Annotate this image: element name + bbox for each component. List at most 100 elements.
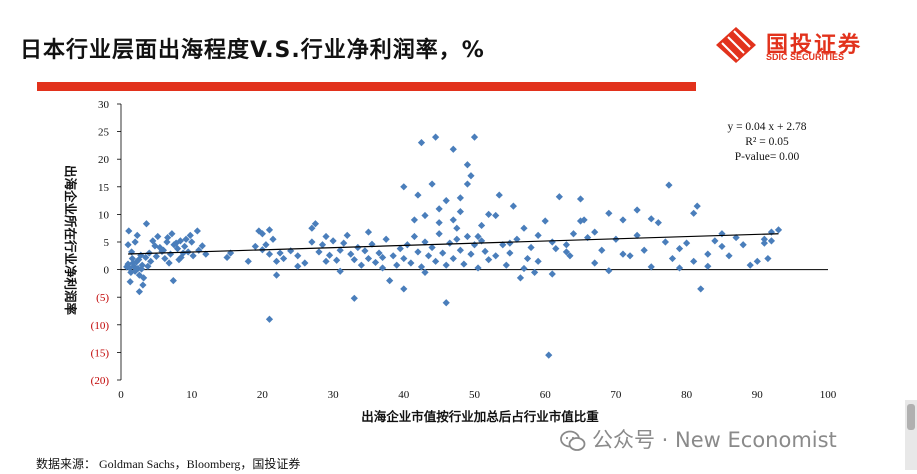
data-point bbox=[456, 246, 464, 254]
data-point bbox=[428, 180, 436, 188]
data-point bbox=[265, 315, 274, 323]
data-point bbox=[520, 264, 528, 273]
data-point bbox=[647, 263, 655, 271]
data-point bbox=[294, 252, 302, 260]
data-point bbox=[718, 230, 726, 238]
data-point bbox=[453, 235, 461, 243]
data-point bbox=[545, 351, 553, 359]
data-point bbox=[269, 235, 277, 243]
data-point bbox=[223, 253, 231, 262]
page-title: 日本行业层面出海程度V.S.行业净利润率，% bbox=[20, 38, 485, 63]
data-point bbox=[633, 206, 641, 214]
trendline bbox=[128, 233, 779, 255]
watermark: 公众号 · New Economist bbox=[560, 424, 837, 454]
data-point bbox=[704, 262, 712, 270]
data-point bbox=[470, 133, 479, 141]
data-point bbox=[520, 224, 528, 232]
data-point bbox=[378, 253, 387, 262]
data-point bbox=[463, 161, 472, 169]
data-point bbox=[354, 243, 362, 252]
data-point bbox=[456, 208, 464, 216]
logo-text-en: SDIC SECURITIES bbox=[766, 52, 845, 62]
data-point bbox=[134, 264, 142, 273]
data-point bbox=[424, 252, 433, 260]
data-point bbox=[562, 248, 571, 256]
data-point bbox=[414, 191, 422, 199]
y-tick-label: (5) bbox=[96, 292, 109, 304]
data-point bbox=[311, 220, 320, 228]
data-point bbox=[449, 254, 457, 263]
data-point bbox=[449, 216, 457, 224]
data-point bbox=[502, 261, 510, 269]
data-point bbox=[605, 209, 613, 217]
scatter-points bbox=[123, 133, 783, 359]
data-point bbox=[470, 241, 479, 249]
data-point bbox=[580, 216, 588, 224]
regression-annotation: y = 0.04 x + 2.78 R² = 0.05 P-value= 0.00 bbox=[727, 121, 806, 163]
title-accent-bar bbox=[37, 82, 696, 91]
x-tick-label: 100 bbox=[820, 389, 837, 401]
data-point bbox=[509, 202, 517, 210]
data-point bbox=[746, 261, 754, 269]
data-point bbox=[128, 254, 136, 263]
data-point bbox=[276, 249, 284, 257]
data-point bbox=[166, 250, 175, 258]
x-axis-ticks: 0 10 20 30 40 50 60 70 80 90 100 bbox=[118, 389, 837, 401]
data-point bbox=[767, 237, 776, 245]
y-tick-label: (15) bbox=[91, 347, 110, 359]
data-point bbox=[378, 264, 387, 272]
x-tick-label: 60 bbox=[540, 389, 552, 401]
data-point bbox=[562, 241, 571, 249]
data-point bbox=[446, 239, 454, 247]
data-point bbox=[626, 252, 634, 260]
data-point bbox=[432, 257, 440, 265]
data-source: 数据来源： Goldman Sachs，Bloomberg，国投证券 bbox=[36, 457, 301, 471]
data-point bbox=[336, 267, 344, 275]
y-tick-label: (20) bbox=[91, 375, 110, 387]
data-point bbox=[371, 258, 380, 267]
vertical-scrollbar[interactable] bbox=[905, 400, 917, 470]
data-point bbox=[492, 252, 500, 260]
data-point bbox=[481, 247, 489, 255]
data-point bbox=[485, 210, 493, 218]
data-point bbox=[661, 238, 669, 246]
data-point bbox=[350, 256, 358, 264]
data-point bbox=[130, 262, 138, 270]
x-tick-label: 30 bbox=[328, 389, 340, 401]
data-point bbox=[619, 250, 627, 258]
data-point bbox=[417, 263, 426, 271]
x-tick-label: 40 bbox=[398, 389, 410, 401]
data-point bbox=[463, 232, 472, 241]
data-point bbox=[139, 281, 147, 289]
data-point bbox=[576, 195, 585, 203]
data-point bbox=[129, 259, 137, 267]
data-point bbox=[718, 242, 726, 251]
data-point bbox=[272, 271, 281, 279]
data-point bbox=[410, 232, 419, 241]
data-point bbox=[456, 194, 464, 202]
data-point bbox=[193, 227, 201, 235]
x-tick-label: 80 bbox=[681, 389, 693, 401]
data-point bbox=[548, 238, 556, 246]
data-point bbox=[322, 232, 330, 241]
data-point bbox=[693, 202, 701, 210]
data-point bbox=[389, 252, 397, 260]
data-point bbox=[428, 243, 436, 252]
data-point bbox=[697, 285, 705, 293]
data-point bbox=[477, 221, 486, 230]
scrollbar-thumb[interactable] bbox=[907, 404, 915, 430]
data-point bbox=[442, 261, 450, 269]
x-tick-label: 70 bbox=[610, 389, 622, 401]
data-point bbox=[175, 256, 183, 264]
data-point bbox=[255, 227, 263, 235]
data-point bbox=[492, 211, 500, 220]
data-point bbox=[135, 256, 143, 264]
data-point bbox=[414, 248, 422, 256]
data-point bbox=[432, 133, 440, 141]
data-point bbox=[386, 277, 394, 285]
data-point bbox=[683, 239, 691, 247]
data-point bbox=[357, 261, 365, 269]
data-point bbox=[453, 224, 461, 232]
x-tick-label: 0 bbox=[118, 389, 124, 401]
data-point bbox=[125, 227, 133, 235]
